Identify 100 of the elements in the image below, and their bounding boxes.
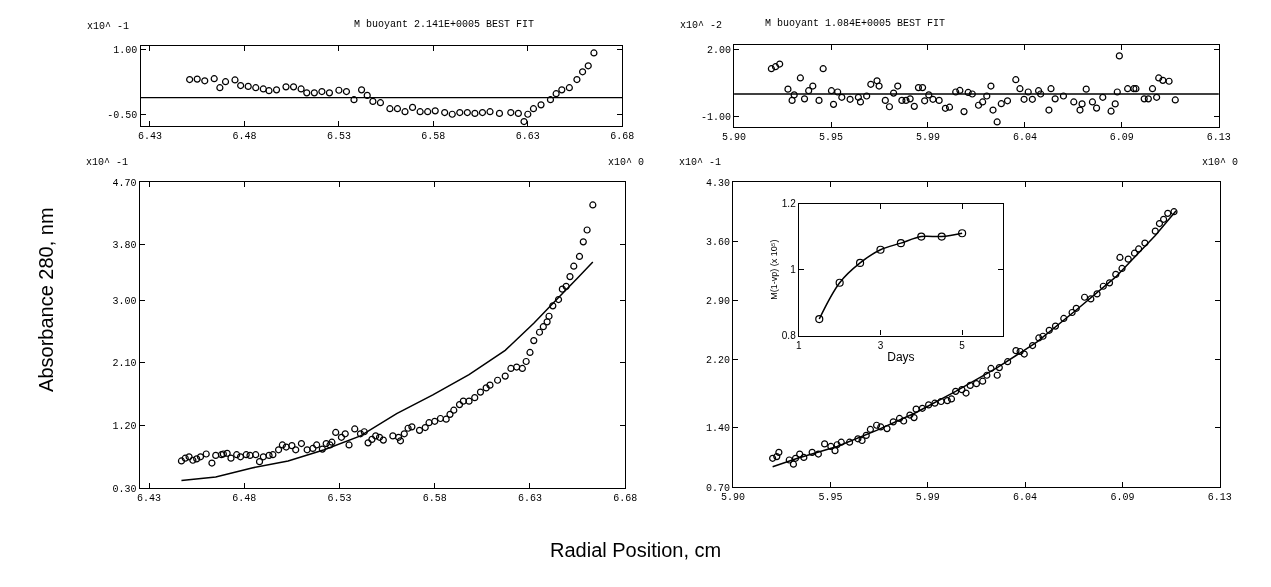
point [342, 87, 351, 96]
x-tick-label: 6.09 [1109, 132, 1134, 144]
point [507, 108, 515, 117]
point [318, 87, 326, 96]
point [259, 85, 267, 93]
point [231, 76, 239, 84]
point [221, 78, 230, 86]
x-axis-title: Days [887, 349, 915, 364]
point [486, 108, 494, 116]
x-tick-label: 6.43 [137, 131, 162, 143]
point [193, 75, 201, 83]
x-tick-label: 6.48 [232, 131, 257, 143]
y-tick-label: -0.50 [107, 109, 138, 121]
point [524, 110, 532, 118]
point [408, 103, 417, 112]
text: x10^ 0 [608, 157, 645, 168]
point [478, 108, 487, 117]
x-tick-label: 6.63 [515, 131, 540, 143]
y-tick-label: 1 [790, 264, 797, 276]
y-tick-label: 3.80 [112, 240, 137, 252]
x-tick-label: 6.58 [422, 493, 447, 505]
x-tick-label: 6.09 [1110, 492, 1135, 504]
y-tick-label: 1.20 [112, 420, 137, 432]
point [529, 105, 538, 113]
point [937, 232, 946, 241]
text: x10^ -1 [86, 157, 129, 168]
point [590, 49, 598, 57]
point [552, 90, 560, 98]
y-tick-label: 4.30 [705, 177, 730, 189]
x-tick-label: 6.13 [1206, 132, 1231, 144]
point [401, 108, 409, 116]
point [335, 86, 343, 94]
point [357, 86, 366, 94]
x-tick-label: 5.90 [722, 132, 747, 144]
point [424, 108, 432, 116]
point [471, 109, 479, 118]
point [573, 75, 581, 84]
x-tick-label: 3 [877, 339, 884, 351]
point [441, 108, 449, 117]
point [244, 82, 252, 90]
point [896, 239, 905, 248]
y-tick-label: 1.00 [113, 45, 138, 57]
point [289, 83, 298, 91]
y-tick-label: -1.00 [700, 111, 731, 123]
point [210, 75, 218, 83]
x-tick-label: 6.68 [613, 493, 638, 505]
point [448, 110, 456, 118]
point [325, 89, 334, 97]
point [495, 109, 504, 118]
chart-title: M buoyant 1.084E+0005 BEST FIT [765, 18, 946, 29]
text: x10^ -2 [680, 20, 723, 31]
y-tick-label: 3.60 [705, 236, 730, 248]
point [958, 229, 967, 238]
point [393, 105, 402, 113]
y-tick-label: 2.90 [705, 296, 730, 308]
x-axis-title: Radial Position, cm [550, 539, 722, 561]
point [252, 84, 260, 92]
point [584, 62, 592, 70]
point [855, 258, 865, 268]
point [578, 68, 587, 76]
point [565, 84, 573, 92]
point [303, 89, 311, 97]
point [376, 99, 385, 107]
point [272, 86, 281, 94]
text: x10^ 0 [1202, 157, 1239, 168]
y-tick-label: 0.8 [781, 330, 797, 342]
y-tick-label: 0.70 [705, 482, 730, 494]
x-tick-label: 6.68 [610, 131, 635, 143]
x-tick-label: 6.58 [421, 131, 446, 143]
chart-title: M buoyant 2.141E+0005 BEST FIT [354, 19, 535, 30]
point [363, 91, 371, 99]
point [416, 108, 424, 116]
x-tick-label: 5.90 [721, 492, 746, 504]
x-tick-label: 6.53 [327, 493, 352, 505]
x-tick-label: 5.95 [818, 492, 843, 504]
text: x10^ -1 [87, 21, 130, 32]
x-tick-label: 6.43 [137, 493, 162, 505]
x-tick-label: 6.04 [1012, 132, 1037, 144]
point [456, 108, 464, 117]
point [537, 101, 545, 109]
point [558, 86, 566, 94]
x-tick-label: 5.99 [915, 492, 940, 504]
point [917, 232, 926, 241]
x-tick-label: 6.13 [1207, 492, 1232, 504]
point [350, 96, 358, 104]
point [876, 245, 885, 254]
point [546, 96, 555, 104]
y-axis-title: Absorbance 280, nm [35, 207, 58, 392]
y-axis-title: M(1-vp) (x 10⁵) [769, 239, 780, 300]
y-tick-label: 1.2 [781, 198, 797, 210]
y-tick-label: 4.70 [112, 177, 137, 189]
point [815, 314, 824, 324]
line-series [180, 261, 594, 482]
x-tick-label: 6.04 [1013, 492, 1038, 504]
y-tick-label: 2.00 [706, 45, 731, 57]
point [463, 108, 471, 117]
y-tick-label: 2.20 [705, 355, 730, 367]
point [265, 87, 273, 95]
point [431, 107, 439, 115]
point [369, 97, 377, 105]
